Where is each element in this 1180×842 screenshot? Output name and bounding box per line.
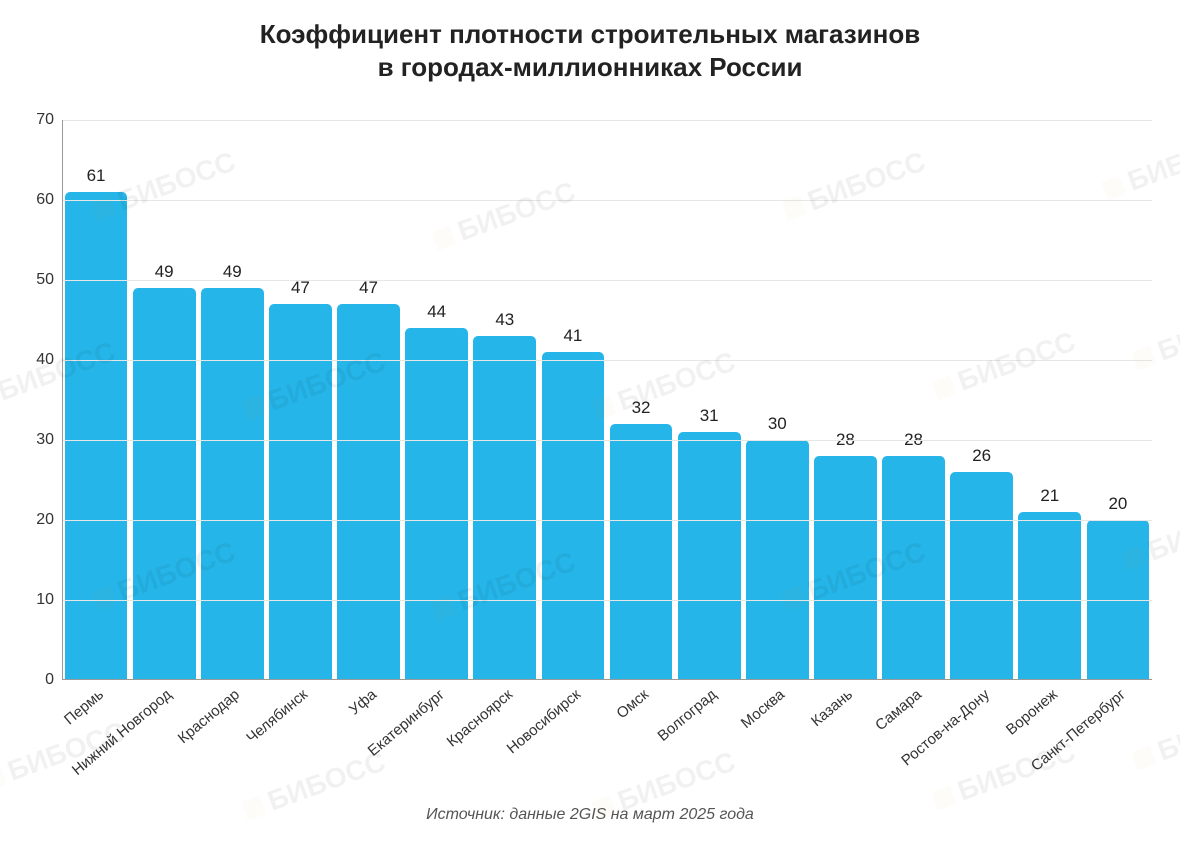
bar: 28 (882, 456, 945, 680)
bar-value-label: 47 (291, 278, 310, 298)
watermark: БИБОСС (1129, 696, 1180, 777)
title-line-2: в городах-миллионниках России (378, 52, 803, 82)
bar-value-label: 31 (700, 406, 719, 426)
bar-slot: 44 (403, 120, 471, 680)
x-label: Уфа (345, 686, 379, 718)
y-tick: 0 (45, 671, 62, 689)
bar-slot: 21 (1016, 120, 1084, 680)
gridline (62, 440, 1152, 441)
gridline (62, 200, 1152, 201)
bar: 31 (678, 432, 741, 680)
source-text: Источник: данные 2GIS на март 2025 года (0, 806, 1180, 824)
watermark: БИБОСС (0, 716, 130, 797)
bar-value-label: 20 (1108, 494, 1127, 514)
watermark-icon (1131, 745, 1157, 771)
x-label: Москва (738, 686, 788, 732)
bar-value-label: 26 (972, 446, 991, 466)
gridline (62, 520, 1152, 521)
gridline (62, 120, 1152, 121)
title-line-1: Коэффициент плотности строительных магаз… (260, 19, 921, 49)
gridline (62, 600, 1152, 601)
bar-value-label: 30 (768, 414, 787, 434)
x-label: Новосибирск (504, 686, 584, 757)
bar-value-label: 21 (1040, 486, 1059, 506)
x-axis (62, 679, 1152, 680)
bar-slot: 47 (266, 120, 334, 680)
y-tick: 40 (36, 351, 62, 369)
y-tick: 70 (36, 111, 62, 129)
bar: 49 (133, 288, 196, 680)
y-tick: 10 (36, 591, 62, 609)
y-tick: 30 (36, 431, 62, 449)
bar-slot: 61 (62, 120, 130, 680)
x-label: Красноярск (443, 686, 515, 750)
watermark-text: БИБОСС (1153, 296, 1180, 368)
bars-container: 61494947474443413231302828262120 (62, 120, 1152, 680)
watermark-icon (0, 765, 7, 791)
bar-slot: 32 (607, 120, 675, 680)
bar-slot: 28 (811, 120, 879, 680)
x-label: Казань (808, 686, 856, 730)
y-tick: 20 (36, 511, 62, 529)
chart-frame: 61494947474443413231302828262120 ПермьНи… (62, 120, 1152, 680)
x-label: Краснодар (175, 686, 243, 747)
bar-value-label: 43 (495, 310, 514, 330)
bar-slot: 31 (675, 120, 743, 680)
bar: 30 (746, 440, 809, 680)
chart-title: Коэффициент плотности строительных магаз… (0, 18, 1180, 83)
bar: 61 (65, 192, 128, 680)
bar-slot: 26 (948, 120, 1016, 680)
bar-slot: 43 (471, 120, 539, 680)
watermark-text: БИБОСС (1153, 696, 1180, 768)
y-tick: 60 (36, 191, 62, 209)
bar: 44 (405, 328, 468, 680)
bar: 21 (1018, 512, 1081, 680)
bar-value-label: 44 (427, 302, 446, 322)
bar: 28 (814, 456, 877, 680)
bar-value-label: 41 (563, 326, 582, 346)
bar-value-label: 32 (632, 398, 651, 418)
bar-value-label: 49 (223, 262, 242, 282)
x-label: Пермь (61, 686, 107, 728)
bar: 26 (950, 472, 1013, 680)
bar-slot: 49 (198, 120, 266, 680)
x-label: Самара (872, 686, 925, 734)
x-label: Омск (613, 686, 652, 722)
bar-value-label: 61 (87, 166, 106, 186)
bar-slot: 49 (130, 120, 198, 680)
x-label: Челябинск (244, 686, 312, 747)
x-label: Воронеж (1003, 686, 1061, 739)
bar: 43 (473, 336, 536, 680)
gridline (62, 360, 1152, 361)
y-axis (62, 120, 63, 680)
bar-slot: 47 (335, 120, 403, 680)
bar-value-label: 49 (155, 262, 174, 282)
bar: 49 (201, 288, 264, 680)
plot-area: 61494947474443413231302828262120 ПермьНи… (62, 120, 1152, 680)
x-label: Волгоград (655, 686, 720, 745)
y-tick: 50 (36, 271, 62, 289)
gridline (62, 280, 1152, 281)
bar-slot: 28 (880, 120, 948, 680)
bar-slot: 30 (743, 120, 811, 680)
bar-slot: 20 (1084, 120, 1152, 680)
bar-slot: 41 (539, 120, 607, 680)
bar: 32 (610, 424, 673, 680)
bar-value-label: 47 (359, 278, 378, 298)
bar: 41 (542, 352, 605, 680)
